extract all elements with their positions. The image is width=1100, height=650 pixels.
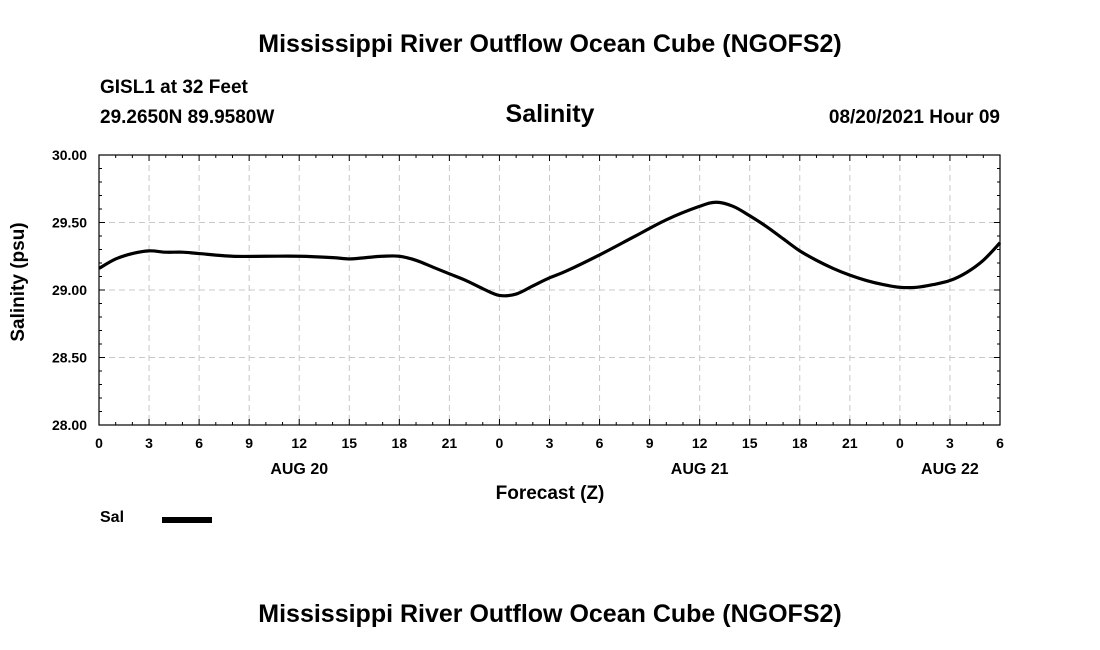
x-tick-label: 18 — [792, 435, 808, 451]
x-tick-label: 6 — [996, 435, 1004, 451]
x-tick-label: 3 — [946, 435, 954, 451]
x-tick-label: 0 — [896, 435, 904, 451]
x-tick-label: 3 — [145, 435, 153, 451]
x-tick-label: 0 — [95, 435, 103, 451]
y-tick-label: 28.00 — [52, 417, 87, 433]
variable-title: Salinity — [505, 100, 595, 128]
grid-lines — [99, 155, 1000, 425]
chart-title: Mississippi River Outflow Ocean Cube (NG… — [258, 30, 842, 58]
y-tick-label: 29.50 — [52, 215, 87, 231]
series-group — [98, 200, 1002, 298]
date-label: AUG 20 — [270, 461, 328, 478]
x-tick-label: 15 — [742, 435, 758, 451]
x-tick-label: 12 — [692, 435, 708, 451]
x-tick-label: 9 — [646, 435, 654, 451]
legend-label: Sal — [100, 509, 125, 526]
date-label: AUG 21 — [671, 461, 729, 478]
x-tick-label: 6 — [596, 435, 604, 451]
x-tick-label: 21 — [442, 435, 458, 451]
x-axis-label: Forecast (Z) — [495, 483, 605, 504]
y-tick-label: 28.50 — [52, 350, 87, 366]
footer-title: Mississippi River Outflow Ocean Cube (NG… — [258, 600, 842, 628]
station-label: GISL1 at 32 Feet — [100, 77, 248, 98]
y-tick-label: 29.00 — [52, 282, 87, 298]
x-tick-label: 0 — [496, 435, 504, 451]
x-tick-label: 21 — [842, 435, 858, 451]
date-label: AUG 22 — [921, 461, 979, 478]
ticks — [98, 154, 1001, 426]
x-tick-label: 9 — [245, 435, 253, 451]
x-tick-label: 6 — [195, 435, 203, 451]
x-tick-label: 3 — [546, 435, 554, 451]
y-tick-label: 30.00 — [52, 147, 87, 163]
x-tick-label: 12 — [291, 435, 307, 451]
x-tick-label: 15 — [341, 435, 357, 451]
tick-labels: 0 3 6 9 12 15 18 21 0 3 6 9 12 15 18 21 0 3 6 28.00 28.50 29.… — [52, 147, 1004, 478]
x-tick-label: 18 — [392, 435, 408, 451]
station-coordinates: 29.2650N 89.9580W — [100, 107, 275, 128]
forecast-datetime: 08/20/2021 Hour 09 — [828, 107, 1000, 128]
y-axis-label: Salinity (psu) — [8, 222, 29, 342]
